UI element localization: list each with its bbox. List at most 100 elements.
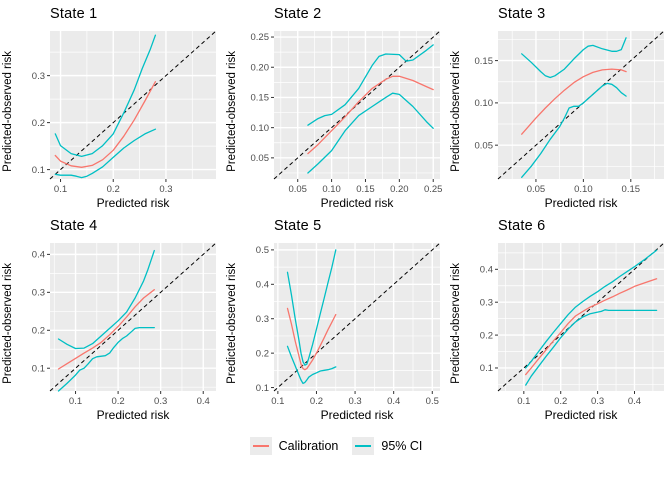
x-tick-label: 0.3: [159, 184, 172, 195]
y-axis-label: Predicted-observed risk: [226, 262, 238, 384]
calibration-line: [307, 75, 434, 155]
legend-item-calibration: Calibration: [249, 437, 339, 455]
panel-title: State 4: [50, 218, 98, 234]
x-tick-label: 0.3: [154, 396, 167, 407]
y-axis-label: Predicted-observed risk: [450, 50, 462, 172]
subplot-state-1: State 1 Predicted-observed risk 0.1 0.2 0.…: [0, 2, 224, 214]
y-axis-label: Predicted-observed risk: [2, 50, 14, 172]
y-tick-label: 0.2: [32, 118, 45, 129]
y-tick-label: 0.25: [251, 32, 270, 43]
ci-upper-line: [286, 249, 337, 366]
y-tick-label: 0.10: [251, 123, 270, 134]
calibration-line: [57, 289, 155, 370]
x-tick-label: 0.2: [107, 184, 120, 195]
x-axis-label: Predicted risk: [544, 196, 618, 210]
axis-ticks: 0.05 0.10 0.15 0.05 0.10 0.15: [475, 56, 641, 195]
x-axis-label: Predicted risk: [320, 196, 394, 210]
identity-line: [49, 242, 217, 392]
axis-ticks: 0.1 0.2 0.3 0.4 0.1 0.2 0.3 0.4: [480, 265, 641, 407]
calibration-line: [525, 278, 658, 376]
identity-line: [49, 30, 217, 180]
identity-line: [273, 30, 441, 180]
y-tick-label: 0.05: [251, 153, 270, 164]
legend: Calibration 95% CI: [0, 426, 672, 466]
y-tick-label: 0.2: [32, 325, 45, 336]
y-tick-label: 0.4: [480, 265, 493, 276]
y-tick-label: 0.3: [32, 71, 45, 82]
axis-ticks: 0.1 0.2 0.3 0.4 0.5 0.1 0.2 0.3 0.4 0.5: [256, 245, 439, 407]
x-tick-label: 0.10: [322, 184, 341, 195]
panel-plot: 0.1 0.2 0.3 0.4 0.1 0.2 0.3 0.4: [32, 242, 217, 407]
y-axis-label: Predicted-observed risk: [226, 50, 238, 172]
ci-upper-line: [54, 34, 157, 158]
ci-lower-line: [525, 309, 658, 386]
ci-upper-line: [521, 37, 627, 79]
axis-ticks: 0.1 0.2 0.3 0.1 0.2 0.3: [32, 71, 173, 195]
axis-ticks: 0.1 0.2 0.3 0.4 0.1 0.2 0.3 0.4: [32, 250, 210, 407]
x-tick-label: 0.25: [424, 184, 443, 195]
y-tick-label: 0.15: [251, 93, 270, 104]
y-tick-label: 0.3: [480, 297, 493, 308]
x-tick-label: 0.05: [527, 184, 546, 195]
panel-plot: 0.05 0.10 0.15 0.05 0.10 0.15: [475, 30, 665, 195]
x-tick-label: 0.15: [356, 184, 375, 195]
y-tick-label: 0.05: [475, 140, 494, 151]
x-axis-label: Predicted risk: [96, 196, 170, 210]
x-tick-label: 0.1: [271, 396, 284, 407]
panel-grid: State 1 Predicted-observed risk 0.1 0.2 0.…: [0, 2, 672, 426]
legend-key-calibration: [249, 437, 272, 455]
x-tick-label: 0.5: [426, 396, 439, 407]
x-tick-label: 0.2: [310, 396, 323, 407]
y-tick-label: 0.15: [475, 56, 494, 67]
minor-gridlines: [498, 31, 664, 179]
legend-item-ci: 95% CI: [352, 437, 422, 455]
x-tick-label: 0.15: [622, 184, 641, 195]
minor-gridlines: [50, 243, 216, 391]
subplot-state-4: State 4 Predicted-observed risk 0.1 0.2 0.…: [0, 214, 224, 426]
y-tick-label: 0.1: [32, 363, 45, 374]
panel-title: State 1: [50, 6, 98, 22]
panel-title: State 6: [498, 218, 546, 234]
calibration-line: [521, 68, 627, 135]
y-axis-label: Predicted-observed risk: [450, 262, 462, 384]
x-tick-label: 0.1: [69, 396, 82, 407]
major-gridlines: [274, 243, 440, 391]
y-tick-label: 0.4: [32, 250, 45, 261]
y-tick-label: 0.5: [256, 245, 269, 256]
x-axis-label: Predicted risk: [96, 408, 170, 422]
ci-upper-line: [525, 249, 658, 369]
minor-gridlines: [498, 243, 664, 391]
y-tick-label: 0.2: [256, 348, 269, 359]
x-tick-label: 0.3: [591, 396, 604, 407]
ci-lower-line: [57, 326, 155, 392]
major-gridlines: [498, 31, 664, 179]
axis-ticks: 0.05 0.10 0.15 0.20 0.25 0.05 0.10 0.15 0.20 0.25: [251, 32, 443, 195]
x-axis-label: Predicted risk: [544, 408, 618, 422]
x-tick-label: 0.2: [554, 396, 567, 407]
x-tick-label: 0.1: [54, 184, 67, 195]
y-tick-label: 0.3: [32, 288, 45, 299]
ci-upper-line: [57, 249, 155, 350]
y-tick-label: 0.2: [480, 330, 493, 341]
y-axis-label: Predicted-observed risk: [2, 262, 14, 384]
y-tick-label: 0.1: [256, 383, 269, 394]
calibration-line: [286, 307, 337, 371]
ci-line-swatch: [355, 445, 372, 447]
major-gridlines: [274, 31, 440, 179]
y-tick-label: 0.1: [32, 165, 45, 176]
ci-lower-line: [521, 82, 627, 178]
x-tick-label: 0.4: [197, 396, 210, 407]
minor-gridlines: [50, 31, 216, 179]
x-tick-label: 0.20: [390, 184, 409, 195]
x-tick-label: 0.1: [517, 396, 530, 407]
legend-label: Calibration: [278, 439, 339, 453]
y-tick-label: 0.3: [256, 314, 269, 325]
panel-plot: 0.1 0.2 0.3 0.1 0.2 0.3: [32, 30, 217, 195]
y-tick-label: 0.10: [475, 98, 494, 109]
subplot-state-2: State 2 Predicted-observed risk 0.05 0.10…: [224, 2, 448, 214]
x-tick-label: 0.4: [387, 396, 400, 407]
subplot-state-3: State 3 Predicted-observed risk 0.05 0.10…: [448, 2, 672, 214]
panel-title: State 3: [498, 6, 546, 22]
x-tick-label: 0.10: [574, 184, 593, 195]
